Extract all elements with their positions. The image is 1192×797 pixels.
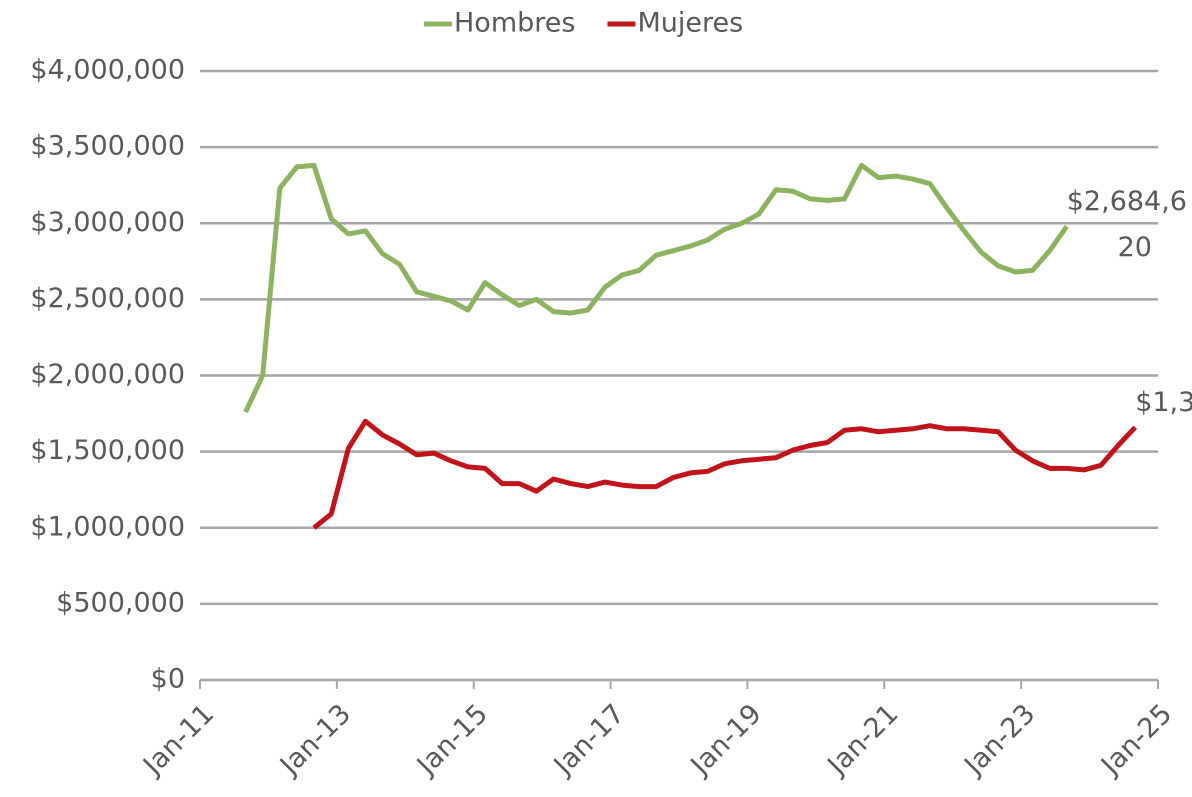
line-series <box>312 418 1138 530</box>
x-tick-label: Jan-17 <box>547 698 631 782</box>
legend-label: Mujeres <box>637 8 743 39</box>
data-label: $2,684,6 <box>1067 186 1187 217</box>
x-tick-label: Jan-15 <box>410 698 494 782</box>
x-tick-label: Jan-23 <box>957 698 1041 782</box>
y-tick-label: $0 <box>151 664 185 695</box>
y-tick-label: $1,500,000 <box>30 435 185 466</box>
y-tick-label: $1,000,000 <box>30 511 185 542</box>
x-tick-label: Jan-25 <box>1094 698 1178 782</box>
y-tick-label: $4,000,000 <box>30 55 185 86</box>
x-tick-label: Jan-19 <box>684 698 768 782</box>
legend-label: Hombres <box>454 8 575 39</box>
data-label: $1,3 <box>1135 387 1192 418</box>
y-tick-label: $2,500,000 <box>30 283 185 314</box>
x-tick-label: Jan-11 <box>136 698 220 782</box>
x-tick-label: Jan-13 <box>273 698 357 782</box>
data-label: 20 <box>1118 232 1152 263</box>
x-tick-label: Jan-21 <box>821 698 905 782</box>
y-tick-label: $2,000,000 <box>30 359 185 390</box>
y-tick-label: $500,000 <box>56 587 185 618</box>
y-tick-label: $3,000,000 <box>30 207 185 238</box>
y-tick-label: $3,500,000 <box>30 131 185 162</box>
line-series <box>243 162 1069 414</box>
